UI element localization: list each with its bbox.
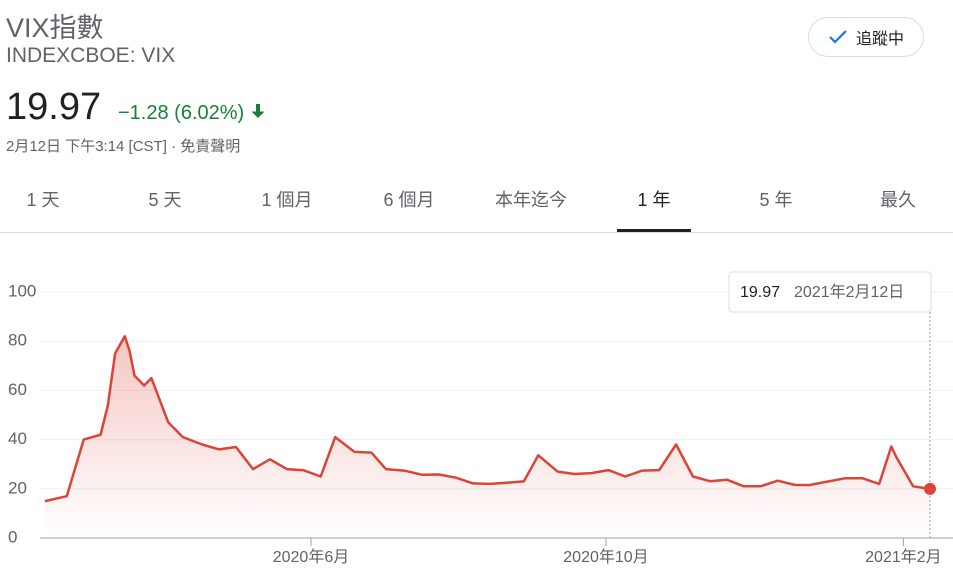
- y-tick-label: 40: [8, 429, 27, 448]
- y-tick-label: 100: [8, 281, 36, 300]
- y-tick-label: 60: [8, 380, 27, 399]
- tab[interactable]: 6 個月: [383, 190, 435, 210]
- tab[interactable]: 本年迄今: [495, 190, 567, 210]
- tab[interactable]: 5 年: [759, 190, 793, 210]
- y-tick-label: 80: [8, 331, 27, 350]
- follow-button[interactable]: 追蹤中: [808, 17, 924, 57]
- area-fill: [45, 336, 930, 538]
- timestamp-line: 2月12日 下午3:14 [CST] · 免責聲明: [6, 135, 240, 156]
- range-tabs: 1 天 5 天 1 個月 6 個月 本年迄今 1 年 5 年 最久: [0, 172, 953, 233]
- x-tick-label: 2021年2月: [865, 548, 942, 566]
- x-tick-label: 2020年6月: [273, 548, 350, 566]
- tab[interactable]: 1 天: [26, 190, 60, 210]
- timestamp: 2月12日 下午3:14 [CST]: [6, 138, 167, 155]
- tab[interactable]: 1 年: [637, 190, 671, 210]
- tab[interactable]: 最久: [880, 190, 916, 210]
- price: 19.97: [6, 86, 102, 128]
- x-tick-label: 2020年10月: [563, 548, 648, 566]
- title: VIX指數: [6, 13, 104, 43]
- down-arrow: [251, 104, 265, 118]
- chart: 0 20 40 60 80 100 2020年6月 2020年10月 2021年2月 19.97 2…: [8, 271, 953, 566]
- tooltip-date: 2021年2月12日: [794, 283, 904, 301]
- active-indicator: [617, 229, 691, 232]
- end-point: [924, 482, 936, 495]
- separator: ·: [171, 138, 177, 155]
- change-text: −1.28 (6.02%): [118, 102, 245, 124]
- tab[interactable]: 1 個月: [261, 190, 313, 210]
- disclaimer[interactable]: 免責聲明: [180, 138, 241, 155]
- price-change: −1.28 (6.02%): [118, 102, 266, 125]
- price-line: [44, 335, 931, 503]
- follow-label: 追蹤中: [855, 31, 904, 48]
- ticker: INDEXCBOE: VIX: [6, 44, 176, 67]
- y-tick-label: 20: [8, 478, 27, 497]
- tooltip-value: 19.97: [740, 284, 780, 301]
- tab[interactable]: 5 天: [148, 190, 182, 210]
- tooltip-box: [728, 271, 932, 313]
- check-icon: [829, 30, 847, 44]
- y-tick-label: 0: [8, 527, 17, 546]
